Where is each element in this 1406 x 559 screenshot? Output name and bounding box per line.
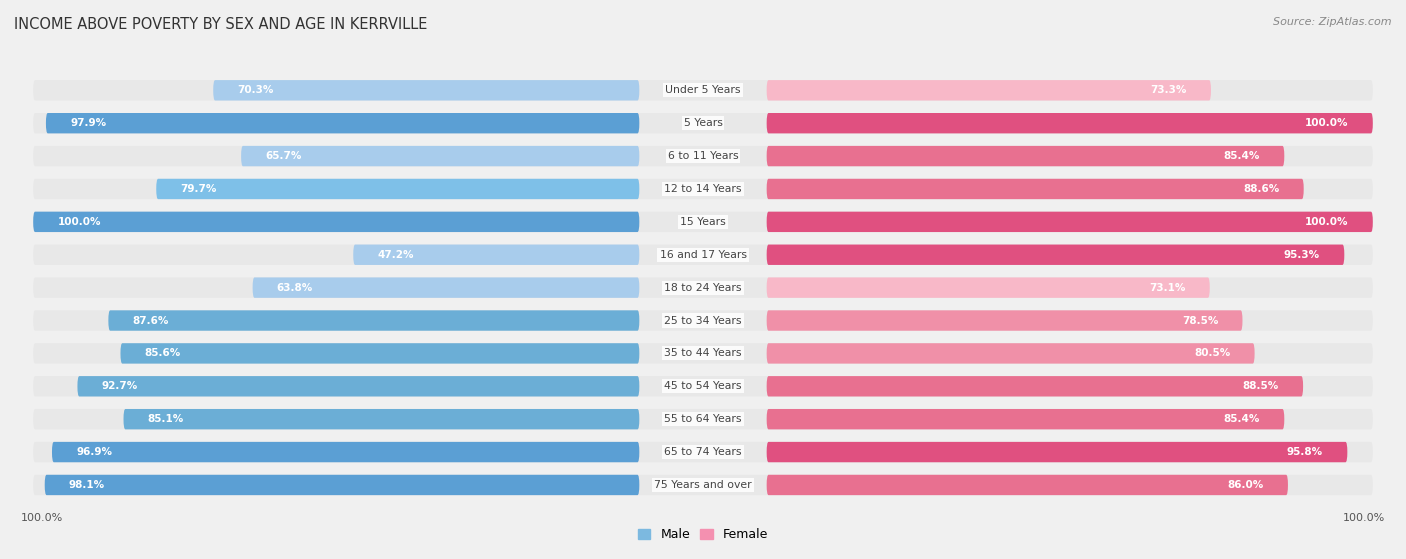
FancyBboxPatch shape <box>766 442 1347 462</box>
FancyBboxPatch shape <box>34 277 1372 298</box>
Text: 100.0%: 100.0% <box>58 217 101 227</box>
Text: 45 to 54 Years: 45 to 54 Years <box>664 381 742 391</box>
FancyBboxPatch shape <box>34 146 1372 166</box>
Text: 95.8%: 95.8% <box>1286 447 1323 457</box>
FancyBboxPatch shape <box>766 343 1254 363</box>
Text: 85.4%: 85.4% <box>1223 151 1260 161</box>
Text: 100.0%: 100.0% <box>1305 118 1348 128</box>
Text: 73.1%: 73.1% <box>1149 283 1185 292</box>
FancyBboxPatch shape <box>34 442 1372 462</box>
Text: 70.3%: 70.3% <box>238 86 274 95</box>
FancyBboxPatch shape <box>766 409 1284 429</box>
FancyBboxPatch shape <box>353 244 640 265</box>
Text: 85.6%: 85.6% <box>145 348 181 358</box>
Text: INCOME ABOVE POVERTY BY SEX AND AGE IN KERRVILLE: INCOME ABOVE POVERTY BY SEX AND AGE IN K… <box>14 17 427 32</box>
Text: 63.8%: 63.8% <box>277 283 314 292</box>
FancyBboxPatch shape <box>766 179 1303 199</box>
FancyBboxPatch shape <box>214 80 640 101</box>
FancyBboxPatch shape <box>156 179 640 199</box>
Text: 80.5%: 80.5% <box>1194 348 1230 358</box>
FancyBboxPatch shape <box>34 80 1372 101</box>
FancyBboxPatch shape <box>45 475 640 495</box>
Text: 96.9%: 96.9% <box>76 447 112 457</box>
FancyBboxPatch shape <box>253 277 640 298</box>
FancyBboxPatch shape <box>34 310 1372 331</box>
Text: 85.1%: 85.1% <box>148 414 184 424</box>
Text: 12 to 14 Years: 12 to 14 Years <box>664 184 742 194</box>
Text: 75 Years and over: 75 Years and over <box>654 480 752 490</box>
FancyBboxPatch shape <box>52 442 640 462</box>
FancyBboxPatch shape <box>34 212 640 232</box>
Text: 97.9%: 97.9% <box>70 118 107 128</box>
FancyBboxPatch shape <box>766 113 1372 134</box>
FancyBboxPatch shape <box>34 212 1372 232</box>
FancyBboxPatch shape <box>766 212 1372 232</box>
Text: 100.0%: 100.0% <box>1343 513 1385 523</box>
Text: 15 Years: 15 Years <box>681 217 725 227</box>
Text: 65.7%: 65.7% <box>266 151 302 161</box>
FancyBboxPatch shape <box>240 146 640 166</box>
FancyBboxPatch shape <box>108 310 640 331</box>
Text: 47.2%: 47.2% <box>377 250 413 260</box>
FancyBboxPatch shape <box>34 376 1372 396</box>
Text: 73.3%: 73.3% <box>1150 86 1187 95</box>
Text: 65 to 74 Years: 65 to 74 Years <box>664 447 742 457</box>
Text: 25 to 34 Years: 25 to 34 Years <box>664 315 742 325</box>
Text: 100.0%: 100.0% <box>1305 217 1348 227</box>
FancyBboxPatch shape <box>34 475 1372 495</box>
FancyBboxPatch shape <box>766 475 1288 495</box>
Text: 85.4%: 85.4% <box>1223 414 1260 424</box>
FancyBboxPatch shape <box>34 244 1372 265</box>
FancyBboxPatch shape <box>124 409 640 429</box>
Text: 98.1%: 98.1% <box>69 480 105 490</box>
Text: 55 to 64 Years: 55 to 64 Years <box>664 414 742 424</box>
FancyBboxPatch shape <box>766 244 1344 265</box>
FancyBboxPatch shape <box>766 310 1243 331</box>
Text: Under 5 Years: Under 5 Years <box>665 86 741 95</box>
Text: 86.0%: 86.0% <box>1227 480 1264 490</box>
FancyBboxPatch shape <box>77 376 640 396</box>
Text: Source: ZipAtlas.com: Source: ZipAtlas.com <box>1274 17 1392 27</box>
FancyBboxPatch shape <box>34 179 1372 199</box>
Text: 79.7%: 79.7% <box>180 184 217 194</box>
FancyBboxPatch shape <box>34 343 1372 363</box>
Text: 88.6%: 88.6% <box>1243 184 1279 194</box>
Text: 95.3%: 95.3% <box>1284 250 1320 260</box>
Text: 78.5%: 78.5% <box>1182 315 1218 325</box>
Text: 35 to 44 Years: 35 to 44 Years <box>664 348 742 358</box>
FancyBboxPatch shape <box>34 113 1372 134</box>
Text: 6 to 11 Years: 6 to 11 Years <box>668 151 738 161</box>
Text: 5 Years: 5 Years <box>683 118 723 128</box>
Legend: Male, Female: Male, Female <box>633 523 773 546</box>
FancyBboxPatch shape <box>766 376 1303 396</box>
FancyBboxPatch shape <box>766 146 1284 166</box>
Text: 18 to 24 Years: 18 to 24 Years <box>664 283 742 292</box>
Text: 87.6%: 87.6% <box>132 315 169 325</box>
FancyBboxPatch shape <box>766 277 1209 298</box>
Text: 88.5%: 88.5% <box>1243 381 1279 391</box>
FancyBboxPatch shape <box>34 409 1372 429</box>
FancyBboxPatch shape <box>766 80 1211 101</box>
Text: 100.0%: 100.0% <box>21 513 63 523</box>
FancyBboxPatch shape <box>121 343 640 363</box>
Text: 92.7%: 92.7% <box>101 381 138 391</box>
FancyBboxPatch shape <box>46 113 640 134</box>
Text: 16 and 17 Years: 16 and 17 Years <box>659 250 747 260</box>
